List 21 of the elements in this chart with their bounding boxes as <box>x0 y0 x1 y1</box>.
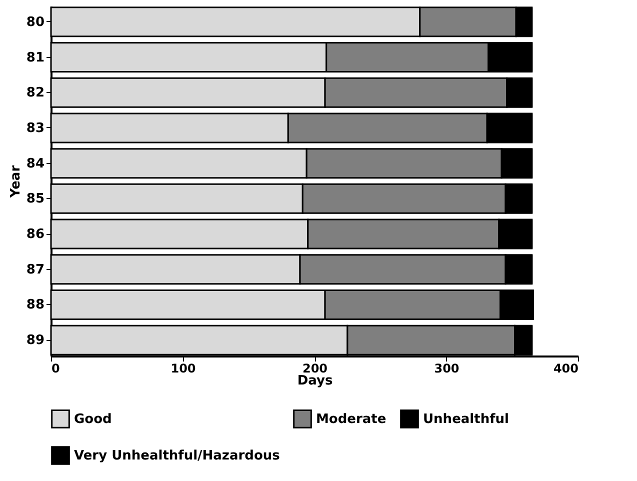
x-tick-label: 100 <box>170 362 196 376</box>
y-tick-label: 85 <box>26 192 44 207</box>
y-tick-label: 84 <box>26 156 44 172</box>
y-tick-label: 88 <box>26 298 44 313</box>
x-tick-label: 0 <box>52 362 60 376</box>
y-tick-label: 80 <box>26 14 44 30</box>
y-tick-label: 82 <box>26 86 44 101</box>
y-tick-label: 86 <box>26 227 44 242</box>
x-axis-title: Days <box>297 374 333 388</box>
x-tick-label: 400 <box>553 362 578 376</box>
x-tick-label: 300 <box>434 362 460 376</box>
legend-label: Moderate <box>316 412 386 427</box>
y-tick-label: 81 <box>26 50 44 66</box>
legend-label: Unhealthful <box>423 412 509 427</box>
x-tick-label: 200 <box>302 362 328 376</box>
y-axis-title: Year <box>8 164 24 199</box>
legend-label: Good <box>74 412 112 427</box>
y-tick-label: 89 <box>26 333 44 348</box>
y-tick-label: 87 <box>26 262 44 278</box>
legend-label: Very Unhealthful/Hazardous <box>74 448 280 464</box>
y-tick-label: 83 <box>26 120 44 136</box>
